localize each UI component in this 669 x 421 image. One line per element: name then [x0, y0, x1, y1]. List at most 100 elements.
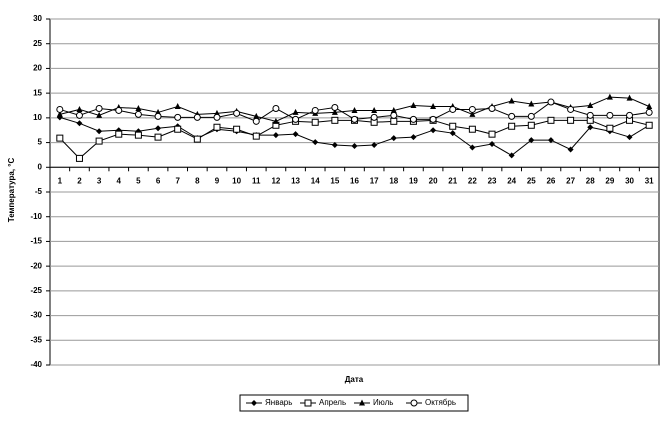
marker: [527, 112, 535, 120]
marker: [213, 113, 221, 121]
marker: [115, 106, 123, 114]
marker: [292, 108, 299, 115]
y-tick-label: 10: [33, 113, 42, 122]
marker: [75, 111, 83, 119]
marker: [351, 106, 358, 113]
x-tick-label: 2: [77, 176, 82, 185]
y-tick-label: 20: [33, 64, 42, 73]
x-tick-label: 16: [350, 176, 359, 185]
marker: [567, 116, 575, 124]
marker: [449, 105, 457, 113]
x-tick-label: 18: [389, 176, 398, 185]
marker: [508, 152, 515, 159]
y-tick-label: 30: [33, 14, 42, 23]
marker: [252, 117, 260, 125]
marker: [390, 135, 397, 142]
marker: [527, 121, 535, 129]
marker: [468, 125, 476, 133]
marker: [331, 142, 338, 149]
marker: [547, 137, 554, 144]
marker: [76, 105, 83, 112]
y-tick-label: 25: [33, 39, 42, 48]
x-tick-label: 12: [271, 176, 280, 185]
x-tick-label: 23: [488, 176, 497, 185]
x-tick-label: 7: [175, 176, 180, 185]
y-tick-label: -5: [35, 187, 43, 196]
marker: [292, 115, 300, 123]
marker: [174, 102, 181, 109]
marker: [115, 130, 123, 138]
marker: [409, 115, 417, 123]
y-tick-label: -35: [30, 335, 42, 344]
x-tick-label: 8: [195, 176, 200, 185]
marker: [312, 139, 319, 146]
marker: [430, 102, 437, 109]
marker: [359, 399, 365, 406]
marker: [645, 121, 653, 129]
x-tick-label: 24: [507, 176, 516, 185]
x-tick-label: 3: [97, 176, 102, 185]
marker: [469, 144, 476, 151]
x-tick-label: 25: [527, 176, 536, 185]
marker: [606, 93, 613, 100]
marker: [56, 110, 63, 117]
x-tick-label: 6: [156, 176, 161, 185]
marker: [233, 109, 241, 117]
marker: [449, 130, 456, 137]
x-tick-label: 28: [586, 176, 595, 185]
marker: [528, 100, 535, 107]
marker: [135, 104, 142, 111]
marker: [272, 104, 280, 112]
marker: [410, 399, 418, 407]
marker: [251, 400, 257, 406]
marker: [56, 105, 64, 113]
x-tick-label: 14: [311, 176, 320, 185]
marker: [174, 125, 182, 133]
marker: [606, 124, 614, 132]
marker: [390, 111, 398, 119]
y-tick-label: -30: [30, 311, 42, 320]
marker: [95, 104, 103, 112]
marker: [134, 110, 142, 118]
marker: [449, 122, 457, 130]
x-tick-label: 30: [625, 176, 634, 185]
marker: [587, 102, 594, 108]
x-tick-label: 26: [546, 176, 555, 185]
marker: [646, 102, 653, 109]
marker: [233, 125, 241, 133]
marker: [311, 106, 319, 114]
marker: [154, 133, 162, 141]
x-tick-label: 15: [330, 176, 339, 185]
marker: [508, 112, 516, 120]
x-tick-label: 17: [370, 176, 379, 185]
legend-label: Январь: [265, 398, 292, 407]
y-tick-label: 15: [33, 88, 42, 97]
x-tick-label: 10: [232, 176, 241, 185]
x-tick-label: 27: [566, 176, 575, 185]
marker: [351, 115, 358, 123]
y-tick-label: -25: [30, 286, 42, 295]
marker: [587, 124, 594, 131]
marker: [606, 111, 614, 119]
marker: [390, 117, 398, 125]
marker: [488, 104, 496, 112]
legend-label: Апрель: [319, 398, 346, 407]
marker: [75, 154, 83, 162]
marker: [390, 106, 397, 113]
marker: [96, 128, 103, 135]
marker: [213, 123, 221, 131]
marker: [586, 111, 594, 119]
marker: [567, 146, 574, 153]
marker: [134, 131, 142, 139]
y-tick-label: -10: [30, 212, 42, 221]
marker: [331, 108, 338, 115]
x-tick-label: 29: [605, 176, 614, 185]
marker: [304, 399, 312, 407]
marker: [174, 113, 182, 121]
marker: [56, 134, 64, 142]
marker: [488, 130, 496, 138]
marker: [331, 103, 339, 111]
marker: [430, 127, 437, 134]
marker: [468, 105, 476, 113]
y-tick-label: 5: [38, 138, 43, 147]
